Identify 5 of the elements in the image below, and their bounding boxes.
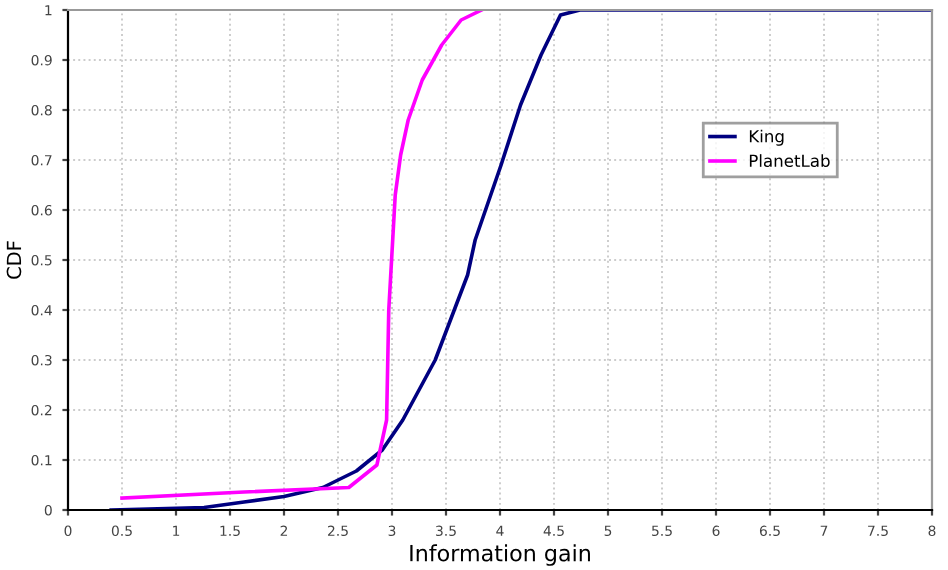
y-axis-title: CDF (6, 241, 22, 279)
x-axis-title: Information gain (410, 544, 590, 566)
legend-label: King (749, 129, 784, 146)
legend-label: PlanetLab (749, 154, 830, 168)
line-series (120, 10, 484, 500)
